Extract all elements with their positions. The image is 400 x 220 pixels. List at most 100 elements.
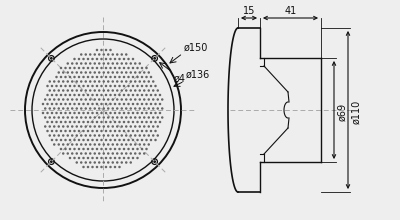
Circle shape xyxy=(157,135,158,136)
Circle shape xyxy=(85,126,86,127)
Circle shape xyxy=(146,94,147,95)
Circle shape xyxy=(130,72,131,73)
Circle shape xyxy=(99,135,100,136)
Circle shape xyxy=(126,162,127,163)
Circle shape xyxy=(90,162,91,163)
Circle shape xyxy=(112,144,113,145)
Circle shape xyxy=(110,130,111,132)
Circle shape xyxy=(58,90,59,91)
Circle shape xyxy=(130,117,131,118)
Circle shape xyxy=(92,130,93,132)
Circle shape xyxy=(153,81,154,82)
Circle shape xyxy=(67,72,68,73)
Circle shape xyxy=(96,112,98,114)
Circle shape xyxy=(96,158,98,159)
Circle shape xyxy=(119,59,120,60)
Circle shape xyxy=(139,126,140,127)
Circle shape xyxy=(65,121,66,123)
Circle shape xyxy=(128,148,129,150)
Circle shape xyxy=(78,121,80,123)
Circle shape xyxy=(49,117,50,118)
Circle shape xyxy=(132,77,134,78)
Circle shape xyxy=(144,108,145,109)
Circle shape xyxy=(83,130,84,132)
Circle shape xyxy=(101,85,102,86)
Circle shape xyxy=(144,126,145,127)
Circle shape xyxy=(137,139,138,141)
Circle shape xyxy=(150,85,152,86)
Circle shape xyxy=(85,90,86,91)
Circle shape xyxy=(65,85,66,86)
Circle shape xyxy=(72,117,73,118)
Circle shape xyxy=(103,135,104,136)
Circle shape xyxy=(96,85,98,86)
Circle shape xyxy=(96,130,98,132)
Circle shape xyxy=(114,121,116,123)
Circle shape xyxy=(135,126,136,127)
Circle shape xyxy=(146,103,147,104)
Circle shape xyxy=(92,77,93,78)
Circle shape xyxy=(154,161,155,162)
Circle shape xyxy=(117,54,118,55)
Circle shape xyxy=(153,90,154,91)
Circle shape xyxy=(45,117,46,118)
Circle shape xyxy=(114,68,116,69)
Circle shape xyxy=(96,103,98,104)
Circle shape xyxy=(108,126,109,127)
Circle shape xyxy=(92,68,93,69)
Circle shape xyxy=(67,126,68,127)
Circle shape xyxy=(54,126,55,127)
Circle shape xyxy=(119,112,120,114)
Text: ø110: ø110 xyxy=(351,100,361,124)
Circle shape xyxy=(114,103,116,104)
Circle shape xyxy=(94,153,95,154)
Text: 41: 41 xyxy=(284,6,297,16)
Circle shape xyxy=(144,81,145,82)
Circle shape xyxy=(119,139,120,141)
Circle shape xyxy=(144,90,145,91)
Circle shape xyxy=(112,153,113,154)
Circle shape xyxy=(153,99,154,100)
Circle shape xyxy=(162,99,163,100)
Circle shape xyxy=(72,144,73,145)
Circle shape xyxy=(96,50,98,51)
Circle shape xyxy=(108,153,109,154)
Circle shape xyxy=(137,94,138,95)
Circle shape xyxy=(153,117,154,118)
Circle shape xyxy=(54,90,55,91)
Circle shape xyxy=(132,68,134,69)
Circle shape xyxy=(112,135,113,136)
Circle shape xyxy=(63,117,64,118)
Circle shape xyxy=(135,117,136,118)
Circle shape xyxy=(150,130,152,132)
Circle shape xyxy=(58,108,59,109)
Circle shape xyxy=(67,99,68,100)
Circle shape xyxy=(112,81,113,82)
Circle shape xyxy=(85,54,86,55)
Circle shape xyxy=(90,81,91,82)
Circle shape xyxy=(76,135,77,136)
Circle shape xyxy=(119,77,120,78)
Circle shape xyxy=(83,112,84,114)
Circle shape xyxy=(119,148,120,150)
Circle shape xyxy=(92,167,93,168)
Circle shape xyxy=(155,94,156,95)
Circle shape xyxy=(65,77,66,78)
Circle shape xyxy=(63,135,64,136)
Circle shape xyxy=(137,103,138,104)
Circle shape xyxy=(45,108,46,109)
Circle shape xyxy=(112,90,113,91)
Circle shape xyxy=(126,108,127,109)
Circle shape xyxy=(92,85,93,86)
Circle shape xyxy=(78,158,80,159)
Circle shape xyxy=(63,81,64,82)
Circle shape xyxy=(67,63,68,64)
Circle shape xyxy=(76,90,77,91)
Circle shape xyxy=(58,81,59,82)
Circle shape xyxy=(85,108,86,109)
Circle shape xyxy=(96,139,98,141)
Circle shape xyxy=(126,72,127,73)
Circle shape xyxy=(72,72,73,73)
Circle shape xyxy=(137,85,138,86)
Circle shape xyxy=(76,153,77,154)
